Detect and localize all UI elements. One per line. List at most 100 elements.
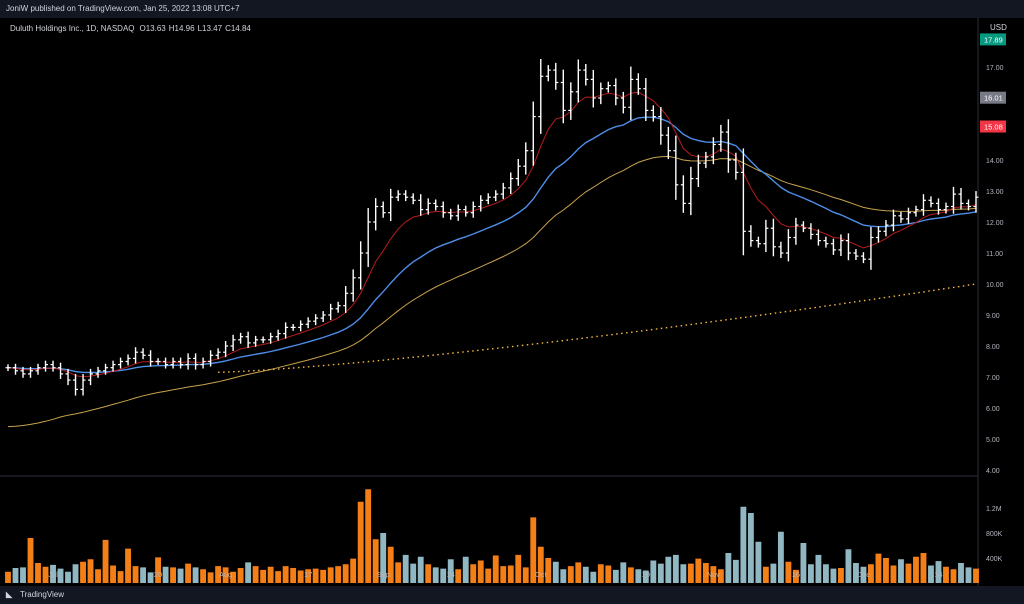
volume-bar [680,564,687,583]
volume-bar [755,541,762,583]
volume-bar [875,553,882,583]
volume-bar [222,567,229,583]
chart-frame [0,18,1024,588]
symbol-legend: Duluth Holdings Inc., 1D, NASDAQ O13.63 H1… [10,24,251,33]
price-chart[interactable]: 17.0016.0015.0014.0013.0012.0011.0010.00… [0,18,1024,588]
volume-bar [920,553,927,583]
tradingview-logo-icon[interactable]: ◣ [6,590,13,599]
ohlc-bars [5,59,979,396]
volume-bar [245,562,252,583]
volume-bar [5,571,11,583]
volume-bar [402,554,409,583]
y-tick-label: 17.00 [986,65,1004,72]
volume-bar [27,538,34,583]
footer: ◣ TradingView [0,586,1024,604]
volume-bar [200,569,207,583]
volume-tick-label: 800K [986,531,1003,538]
x-tick-label: Oct [535,570,548,579]
volume-bar [117,571,124,583]
volume-bar [297,570,304,583]
volume-bar [545,558,552,583]
volume-tick-label: 400K [986,556,1003,563]
volume-bar [252,566,259,583]
moving-averages [7,91,977,428]
volume-bar [177,568,184,583]
volume-bar [500,566,507,583]
volume-bar [650,560,657,583]
footer-brand[interactable]: TradingView [20,590,65,599]
volume-bar [260,569,267,583]
volume-bar [747,513,754,583]
volume-bar [387,546,394,583]
currency-label[interactable]: USD [990,23,1007,32]
legend-symbol: Duluth Holdings Inc., 1D, NASDAQ [10,24,135,33]
volume-bar [635,569,642,583]
volume-bar [372,539,379,583]
time-axis[interactable]: Jul20Aug17Sep14Oct19Nov16Dec14202114Feb [48,570,1024,579]
volume-bar [522,567,529,583]
y-tick-label: 5.00 [986,437,1000,444]
volume-bar [162,566,169,583]
volume-bar [950,569,957,583]
y-tick-label: 11.00 [986,251,1003,258]
volume-bar [365,489,372,583]
volume-bar [342,564,349,583]
volume-bar [883,558,889,583]
ma-slow-line [7,155,977,428]
volume-bar [417,556,424,583]
volume-bar [597,564,604,583]
volume-bar [943,566,949,583]
volume-bar [530,517,537,583]
y-tick-label: 9.00 [986,313,1000,320]
y-tick-label: 8.00 [986,344,1000,351]
ma-fast-line [7,91,977,378]
volume-bar [110,565,116,583]
legend-h-value: 14.96 [175,24,196,33]
legend-h-label: H [169,24,175,33]
volume-bar [717,569,724,583]
volume-bar [762,566,769,583]
price-axis[interactable]: 17.0016.0015.0014.0013.0012.0011.0010.00… [980,33,1006,563]
volume-bar [898,559,904,583]
volume-bar [312,568,319,583]
volume-bar [290,568,297,583]
x-tick-label: Sep [377,570,390,579]
volume-bar [327,567,334,583]
volume-bar [702,563,709,583]
volume-bar [582,566,589,583]
volume-bar [965,567,972,583]
volume-bar [672,554,679,583]
volume-bar [470,564,477,583]
volume-bar [215,566,222,583]
volume-bar [958,563,964,583]
volume-bar [575,562,582,583]
volume-bar [87,559,94,583]
volume-bar [65,571,71,583]
volume-bar [815,554,822,583]
volume-bar [868,564,874,583]
x-tick-label: Jul [48,570,58,579]
volume-bar [207,572,214,583]
legend-c-value: 14.84 [231,24,252,33]
volume-bar [102,539,109,583]
volume-bar [357,501,364,583]
y-tick-label: 12.00 [986,220,1004,227]
volume-bar [853,563,859,583]
volume-bar [560,569,567,583]
volume-bar [740,506,747,583]
volume-bar [905,563,912,583]
volume-bar [792,569,799,583]
y-tick-label: 14.00 [986,158,1004,165]
price-badge [980,120,1006,133]
volume-bar [147,572,154,583]
x-tick-label: 14 [447,570,455,579]
volume-bar [425,564,432,583]
volume-bar [838,568,844,583]
volume-bar [800,543,807,583]
volume-bar [477,560,484,583]
volume-bar [132,566,139,583]
volume-bar [95,569,101,583]
volume-bar [447,559,454,583]
price-badge-label: 16.01 [984,94,1003,103]
volume-bar [642,570,649,583]
